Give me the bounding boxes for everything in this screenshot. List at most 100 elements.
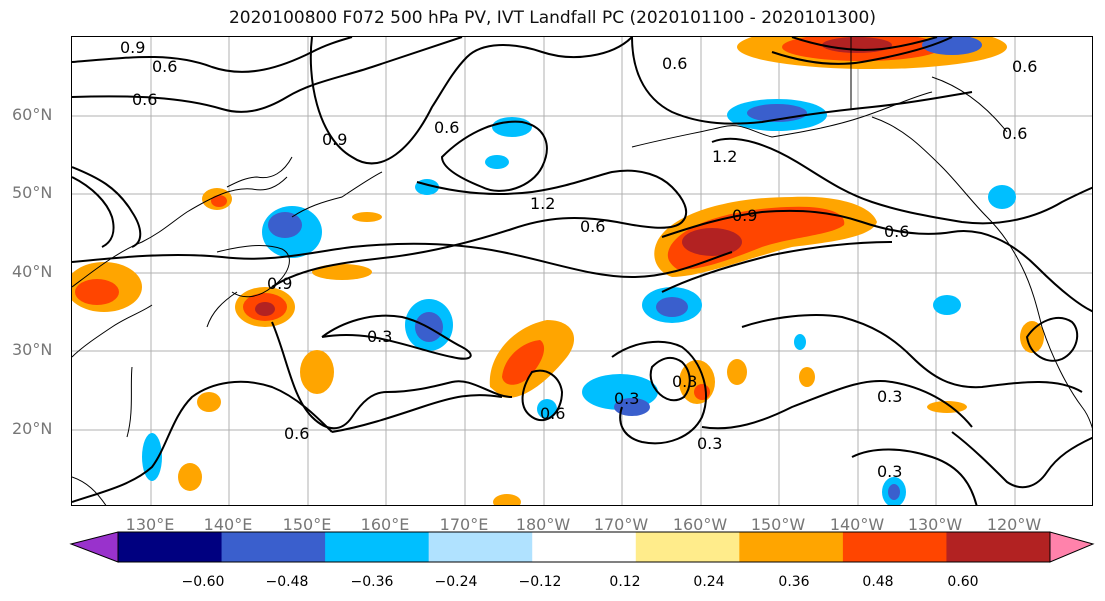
contour-label-group: 0.9 0.6 0.6 0.6 0.9 1.2 1.2 0.6 0.6 0.9 … bbox=[120, 38, 1037, 481]
coastlines bbox=[72, 37, 1092, 505]
contour-0.6 bbox=[661, 209, 1092, 313]
map-title: 2020100800 F072 500 hPa PV, IVT Landfall… bbox=[228, 8, 876, 28]
blob-positive bbox=[727, 359, 747, 385]
contour-0.3 bbox=[701, 380, 973, 430]
contour-1.5 bbox=[771, 37, 953, 65]
contour-0.3 bbox=[271, 321, 513, 430]
lat-label-60: 60°N bbox=[12, 105, 53, 124]
contour-1.2 bbox=[271, 169, 688, 288]
colorbar-tick-label: −0.12 bbox=[518, 574, 562, 590]
colorbar-tick-label: −0.36 bbox=[350, 574, 394, 590]
lon-label: 120°W bbox=[986, 515, 1042, 534]
contour-label: 0.6 bbox=[884, 222, 909, 241]
contour-1.8 bbox=[791, 37, 938, 51]
blob-positive bbox=[352, 212, 382, 222]
blob-positive bbox=[1020, 321, 1044, 353]
contour-label: 0.6 bbox=[540, 404, 565, 423]
blob-negative bbox=[888, 484, 900, 500]
blob-negative bbox=[142, 433, 162, 481]
lon-label: 140°W bbox=[829, 515, 885, 534]
blob-positive bbox=[255, 302, 275, 316]
contour-1.2 bbox=[72, 166, 142, 248]
blob-positive bbox=[211, 195, 227, 207]
lat-label-50: 50°N bbox=[12, 183, 53, 202]
blob-positive bbox=[75, 279, 119, 305]
contour-0.9 bbox=[72, 176, 115, 248]
contour-label: 0.3 bbox=[877, 387, 902, 406]
colorbar-tick-label: −0.48 bbox=[265, 574, 309, 590]
lon-label: 150°W bbox=[750, 515, 806, 534]
contour-label: 0.9 bbox=[120, 38, 145, 57]
blob-negative bbox=[537, 399, 557, 419]
contour-0.6 bbox=[72, 242, 733, 279]
contour-0.6-loop bbox=[521, 369, 564, 422]
blob-positive bbox=[502, 340, 545, 385]
contour-0.3 bbox=[851, 448, 978, 505]
blob-negative bbox=[933, 295, 961, 315]
lon-label: 180°W bbox=[515, 515, 571, 534]
colorbar-segment bbox=[325, 532, 430, 562]
lon-label: 130°W bbox=[907, 515, 963, 534]
contour-0.3 bbox=[331, 394, 503, 433]
map-plot: 0.9 0.6 0.6 0.6 0.9 1.2 1.2 0.6 0.6 0.9 … bbox=[72, 37, 1092, 505]
contour-label: 0.6 bbox=[132, 90, 157, 109]
colorbar-segment bbox=[118, 532, 223, 562]
contour-label: 0.3 bbox=[697, 434, 722, 453]
contour-label: 0.3 bbox=[672, 372, 697, 391]
contour-0.6-loop bbox=[1025, 317, 1079, 362]
contour-label: 0.6 bbox=[1012, 57, 1037, 76]
contour-0.3 bbox=[611, 340, 707, 445]
colorbar-tick-label: 0.60 bbox=[947, 574, 979, 590]
contour-label: 0.3 bbox=[877, 462, 902, 481]
contour-label: 0.9 bbox=[322, 130, 347, 149]
colorbar-segment bbox=[221, 532, 326, 562]
contour-label: 1.2 bbox=[530, 194, 555, 213]
blob-positive bbox=[197, 392, 221, 412]
blob-positive bbox=[493, 494, 521, 505]
lon-label: 140°E bbox=[203, 515, 253, 534]
contour-0.6 bbox=[72, 380, 333, 503]
blob-positive bbox=[682, 228, 742, 256]
blob-negative bbox=[794, 334, 806, 350]
blob-negative bbox=[492, 117, 532, 137]
blob-negative bbox=[268, 212, 302, 238]
blob-negative bbox=[614, 398, 650, 416]
colorbar-tick-label: 0.24 bbox=[693, 574, 725, 590]
lat-label-20: 20°N bbox=[12, 419, 53, 438]
blob-positive bbox=[312, 264, 372, 280]
blob-positive bbox=[927, 401, 967, 413]
contour-label: 1.2 bbox=[712, 147, 737, 166]
contour-label: 0.9 bbox=[732, 206, 757, 225]
colorbar-max-extend bbox=[1049, 531, 1095, 563]
colorbar-segment bbox=[532, 532, 637, 562]
contour-label: 0.6 bbox=[284, 424, 309, 443]
lon-label: 160°W bbox=[672, 515, 728, 534]
colorbar-segment bbox=[842, 532, 947, 562]
lon-label: 170°W bbox=[593, 515, 649, 534]
contour-label: 0.6 bbox=[434, 118, 459, 137]
lat-label-30: 30°N bbox=[12, 340, 53, 359]
contour-label: 0.9 bbox=[267, 274, 292, 293]
colorbar-segment bbox=[635, 532, 740, 562]
colorbar-segment bbox=[946, 532, 1051, 562]
colorbar-tick-label: −0.24 bbox=[434, 574, 478, 590]
colorbar-tick-label: −0.60 bbox=[181, 574, 225, 590]
contour-0.3 bbox=[321, 314, 472, 360]
contour-0.6 bbox=[72, 37, 463, 113]
contour-0.6 bbox=[631, 37, 973, 125]
lon-label: 160°E bbox=[360, 515, 410, 534]
blob-negative bbox=[922, 37, 982, 55]
lat-label-40: 40°N bbox=[12, 262, 53, 281]
blob-negative bbox=[988, 185, 1016, 209]
colorbar-tick-label: 0.36 bbox=[778, 574, 810, 590]
colorbar-tick-label: 0.12 bbox=[609, 574, 641, 590]
contour-label: 0.3 bbox=[367, 327, 392, 346]
map-panel: 0.9 0.6 0.6 0.6 0.9 1.2 1.2 0.6 0.6 0.9 … bbox=[71, 36, 1093, 506]
contour-0.6-loop bbox=[649, 356, 691, 402]
contour-label: 0.6 bbox=[580, 217, 605, 236]
blob-positive bbox=[300, 350, 334, 394]
colorbar-segment bbox=[739, 532, 844, 562]
contour-label: 0.6 bbox=[152, 57, 177, 76]
lon-label: 150°E bbox=[282, 515, 332, 534]
blob-positive bbox=[178, 463, 202, 491]
